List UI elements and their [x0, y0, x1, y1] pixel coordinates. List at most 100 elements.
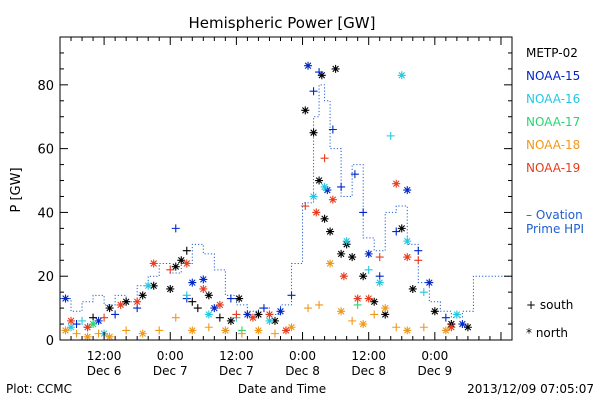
metp-02-north-point: [326, 227, 335, 236]
legend-metp-02: METP-02: [526, 46, 578, 60]
noaa-15-south-point: [359, 208, 368, 217]
noaa-18-south-point: [155, 326, 164, 335]
noaa-19-north-point: [328, 195, 337, 204]
legend-ovation-line2: Prime HPI: [526, 222, 584, 236]
noaa-15-south-point: [226, 294, 235, 303]
metp-02-north-point: [463, 323, 472, 332]
metp-02-north-point: [171, 262, 180, 271]
noaa-15-south-point: [337, 182, 346, 191]
metp-02-south-point: [193, 304, 202, 313]
satellite-points: [61, 61, 472, 341]
noaa-19-north-point: [353, 294, 362, 303]
metp-02-north-point: [408, 284, 417, 293]
noaa-18-south-point: [94, 329, 103, 338]
metp-02-north-point: [254, 310, 263, 319]
noaa-16-north-point: [320, 182, 329, 191]
noaa-15-south-point: [350, 170, 359, 179]
noaa-19-north-point: [83, 323, 92, 332]
legend-marker-south: + south: [526, 298, 573, 312]
noaa-15-south-point: [287, 291, 296, 300]
noaa-18-north-point: [441, 326, 450, 335]
metp-02-north-point: [331, 64, 340, 73]
plot-frame: [59, 36, 513, 341]
noaa-15-north-point: [458, 320, 467, 329]
noaa-19-north-point: [392, 179, 401, 188]
noaa-15-south-point: [171, 224, 180, 233]
noaa-15-north-point: [403, 186, 412, 195]
metp-02-north-point: [315, 176, 324, 185]
noaa-19-north-point: [67, 316, 76, 325]
noaa-19-north-point: [364, 294, 373, 303]
noaa-16-north-point: [403, 237, 412, 246]
footer-credit: Plot: CCMC: [6, 382, 72, 396]
legend-marker-north: * north: [526, 326, 568, 340]
noaa-16-north-point: [144, 281, 153, 290]
noaa-19-north-point: [447, 323, 456, 332]
noaa-18-south-point: [370, 310, 379, 319]
noaa-18-south-point: [392, 323, 401, 332]
noaa-15-south-point: [259, 304, 268, 313]
noaa-15-south-point: [309, 87, 318, 96]
legend-noaa-17: NOAA-17: [526, 115, 580, 129]
metp-02-north-point: [204, 291, 213, 300]
x-tick-label: 0:00: [157, 349, 184, 363]
noaa-18-north-point: [359, 320, 368, 329]
x-tick-sublabel: Dec 7: [219, 364, 254, 378]
noaa-18-south-point: [72, 329, 81, 338]
noaa-16-north-point: [265, 316, 274, 325]
metp-02-north-point: [177, 256, 186, 265]
noaa-16-north-point: [204, 310, 213, 319]
metp-02-north-point: [381, 310, 390, 319]
legend-noaa-16: NOAA-16: [526, 92, 580, 106]
y-tick-label: 40: [37, 206, 54, 221]
x-tick-label: 12:00: [351, 349, 386, 363]
noaa-19-south-point: [232, 310, 241, 319]
noaa-18-north-point: [188, 326, 197, 335]
noaa-18-south-point: [171, 313, 180, 322]
metp-02-south-point: [215, 313, 224, 322]
noaa-15-south-point: [392, 227, 401, 236]
x-tick-label: 0:00: [289, 349, 316, 363]
noaa-18-south-point: [315, 300, 324, 309]
x-tick-sublabel: Dec 8: [351, 364, 386, 378]
metp-02-north-point: [397, 224, 406, 233]
metp-02-north-point: [317, 71, 326, 80]
x-tick-sublabel: Dec 8: [285, 364, 320, 378]
noaa-15-north-point: [323, 186, 332, 195]
noaa-18-north-point: [287, 323, 296, 332]
noaa-15-north-point: [364, 249, 373, 258]
y-tick-label: 80: [37, 79, 54, 94]
noaa-18-north-point: [83, 332, 92, 341]
noaa-15-south-point: [328, 125, 337, 134]
x-axis-label: Date and Time: [238, 382, 326, 396]
legend-ovation-line1: – Ovation: [526, 208, 583, 222]
metp-02-north-point: [348, 253, 357, 262]
metp-02-north-point: [320, 214, 329, 223]
x-tick-label: 12:00: [87, 349, 122, 363]
noaa-19-north-point: [265, 310, 274, 319]
noaa-18-north-point: [326, 259, 335, 268]
noaa-15-north-point: [276, 307, 285, 316]
noaa-15-north-point: [425, 278, 434, 287]
x-tick-label: 12:00: [219, 349, 254, 363]
noaa-15-north-point: [188, 278, 197, 287]
noaa-15-north-point: [304, 61, 313, 70]
y-tick-label: 60: [37, 143, 54, 158]
metp-02-north-point: [359, 272, 368, 281]
noaa-18-north-point: [403, 326, 412, 335]
noaa-15-south-point: [72, 320, 81, 329]
noaa-16-south-point: [364, 265, 373, 274]
noaa-19-south-point: [166, 265, 175, 274]
noaa-15-north-point: [94, 316, 103, 325]
noaa-19-south-point: [375, 253, 384, 262]
legend-noaa-19: NOAA-19: [526, 161, 580, 175]
metp-02-north-point: [149, 281, 158, 290]
metp-02-north-point: [166, 284, 175, 293]
chart-title: Hemispheric Power [GW]: [189, 14, 376, 32]
noaa-19-south-point: [320, 154, 329, 163]
noaa-18-south-point: [348, 316, 357, 325]
metp-02-south-point: [188, 297, 197, 306]
noaa-16-north-point: [342, 237, 351, 246]
noaa-19-north-point: [149, 259, 158, 268]
